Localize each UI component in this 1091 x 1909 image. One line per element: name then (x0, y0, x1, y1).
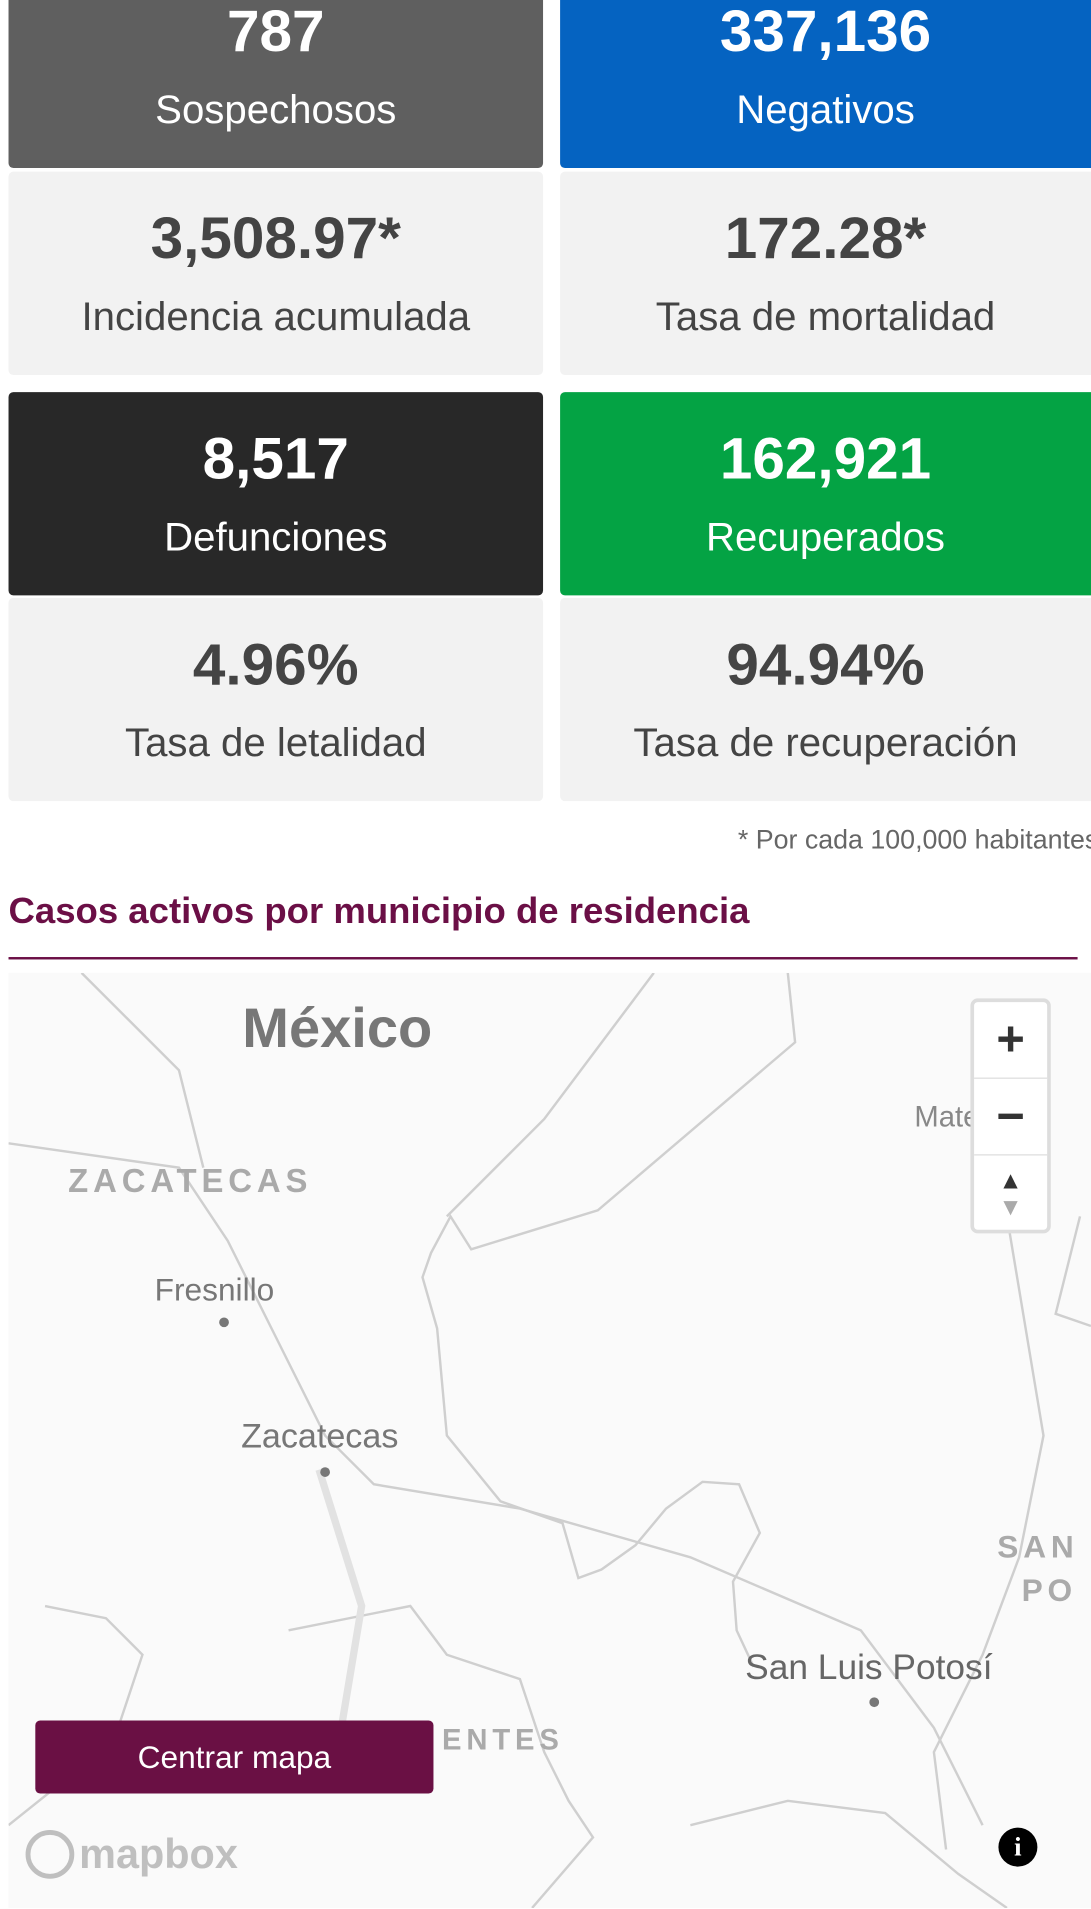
stat-label: Tasa de recuperación (633, 719, 1018, 765)
stat-value: 162,921 (719, 427, 932, 492)
center-map-button[interactable]: Centrar mapa (35, 1720, 434, 1794)
mapbox-logo: mapbox (25, 1830, 238, 1879)
stat-value: 337,136 (719, 0, 932, 65)
map-label: México (242, 995, 433, 1060)
stat-card: 787 Sospechosos (8, 0, 544, 169)
stat-label: Sospechosos (155, 86, 397, 132)
stat-card: 337,136 Negativos (560, 0, 1091, 169)
map-label: PO (1021, 1571, 1078, 1609)
city-dot (219, 1317, 229, 1328)
compass[interactable]: ▲ ▼ (998, 1167, 1023, 1222)
stat-value: 94.94% (726, 633, 925, 698)
stat-label: Recuperados (706, 513, 946, 559)
zoom-control: + − ▲ ▼ (970, 998, 1051, 1234)
stat-card: 172.28* Tasa de mortalidad (560, 171, 1091, 376)
stat-card: 3,508.97* Incidencia acumulada (8, 171, 544, 376)
stat-card: 162,921 Recuperados (560, 392, 1091, 596)
zoom-in[interactable]: + (974, 1002, 1048, 1079)
stat-label: Tasa de mortalidad (655, 293, 996, 339)
stat-card: 8,517 Defunciones (8, 392, 544, 596)
footnote: * Por cada 100,000 habitantes (737, 824, 1091, 855)
zoom-out[interactable]: − (974, 1079, 1048, 1156)
stat-value: 172.28* (724, 206, 927, 272)
city-dot (869, 1697, 880, 1708)
map-label: San Luis Potosí (745, 1648, 993, 1688)
map[interactable]: México ZACATECAS Fresnillo Zacatecas San Lui… (8, 972, 1091, 1908)
stat-label: Defunciones (164, 513, 388, 559)
map-label: ZACATECAS (68, 1162, 313, 1200)
stat-label: Negativos (736, 86, 915, 132)
map-label: ENTES (441, 1724, 564, 1757)
city-dot (320, 1467, 330, 1477)
stat-card: 4.96% Tasa de letalidad (8, 597, 544, 802)
stat-label: Tasa de letalidad (124, 719, 427, 765)
mapbox-text: mapbox (79, 1830, 238, 1877)
stat-card: 94.94% Tasa de recuperación (560, 597, 1091, 802)
map-label: Fresnillo (154, 1271, 275, 1308)
map-label: Mate (914, 1100, 980, 1134)
stat-value: 4.96% (192, 633, 359, 698)
info-button[interactable]: i (998, 1827, 1038, 1867)
stat-label: Incidencia acumulada (81, 293, 471, 339)
stat-value: 3,508.97* (150, 206, 401, 272)
divider (8, 957, 1078, 960)
map-label: SAN (997, 1528, 1079, 1565)
stat-value: 787 (227, 0, 325, 65)
section-title: Casos activos por municipio de residenci… (8, 891, 750, 932)
map-label: Zacatecas (241, 1417, 399, 1456)
stat-value: 8,517 (202, 427, 349, 492)
